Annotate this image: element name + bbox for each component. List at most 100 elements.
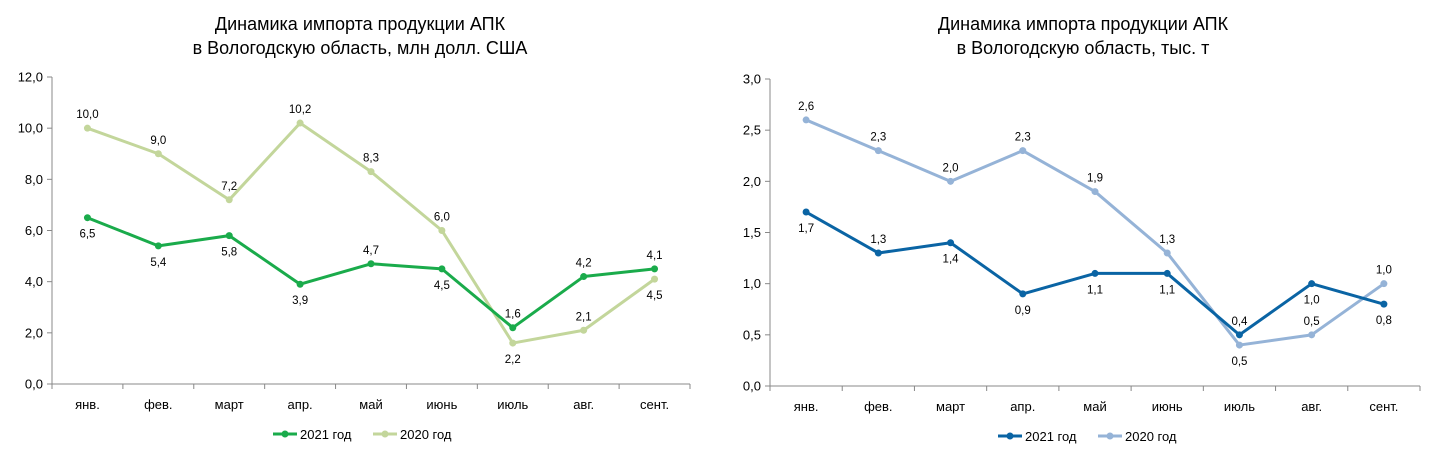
- data-point: [1235, 331, 1243, 339]
- legend-marker-2021: [1006, 432, 1014, 440]
- chart-usd-data-labels: 6,5 5,4 5,8 3,9 4,7 4,5 1,6 4,2 4,1 10,0 9,0 7,2 10,…: [76, 104, 662, 366]
- chart-tonnes-legend: 2021 год 2020 год: [998, 429, 1177, 444]
- data-label: 0,9: [1015, 305, 1031, 317]
- x-tick-label: май: [1083, 399, 1106, 414]
- data-label: 2,3: [1015, 132, 1031, 144]
- x-tick-label: авг.: [1301, 399, 1322, 414]
- chart-usd-title-line1: Динамика импорта продукции АПК: [215, 14, 506, 34]
- chart-usd-y-ticks: 0,0 2,0 4,0 6,0 8,0 10,0 12,0: [18, 70, 52, 392]
- data-label: 10,2: [289, 104, 311, 116]
- data-point: [438, 227, 446, 234]
- data-point: [509, 339, 517, 347]
- x-tick-label: июль: [1224, 399, 1255, 414]
- chart-tonnes-legend-item-2020: 2020 год: [1098, 429, 1177, 444]
- chart-tonnes-data-labels: 1,7 1,3 1,4 0,9 1,1 1,1 0,4 1,0 0,8 2,6 2,3 2,0 2,3 1…: [798, 101, 1392, 368]
- data-label: 1,3: [1159, 234, 1175, 246]
- data-point: [874, 147, 882, 155]
- data-point: [225, 196, 233, 204]
- chart-usd-x-ticks: янв. фев. март апр. май июнь июль авг. сент.: [51, 384, 691, 412]
- chart-usd-legend-item-2020: 2020 год: [373, 427, 452, 442]
- x-tick-label: сент.: [1369, 399, 1398, 414]
- data-label: 2,1: [576, 311, 592, 323]
- chart-usd-legend-item-2021: 2021 год: [273, 427, 352, 442]
- data-point: [1380, 280, 1388, 288]
- data-label: 2,6: [798, 101, 814, 113]
- y-tick-label: 2,0: [743, 174, 761, 189]
- x-tick-label: апр.: [1010, 399, 1035, 414]
- data-point: [802, 116, 810, 124]
- chart-tonnes-title-line2: в Вологодскую область, тыс. т: [957, 38, 1210, 58]
- data-label: 3,9: [292, 295, 308, 307]
- data-point: [802, 208, 810, 216]
- data-point: [1163, 249, 1171, 257]
- data-point: [947, 177, 955, 185]
- x-tick-label: фев.: [864, 399, 892, 414]
- data-point: [580, 326, 588, 334]
- data-label: 7,2: [221, 181, 237, 193]
- x-tick-label: июль: [497, 397, 528, 412]
- legend-label-2021: 2021 год: [1025, 429, 1077, 444]
- y-tick-label: 2,5: [743, 123, 761, 138]
- data-label: 0,5: [1304, 316, 1320, 328]
- data-point: [1308, 280, 1316, 288]
- y-tick-label: 3,0: [743, 72, 761, 87]
- data-label: 9,0: [150, 135, 166, 147]
- data-label: 1,0: [1304, 295, 1320, 307]
- x-tick-label: янв.: [75, 397, 100, 412]
- data-label: 10,0: [76, 109, 98, 121]
- data-label: 0,4: [1231, 316, 1248, 328]
- y-tick-label: 8,0: [25, 172, 43, 187]
- data-label: 8,3: [363, 153, 379, 165]
- data-label: 1,0: [1376, 265, 1392, 277]
- data-point: [1019, 147, 1027, 155]
- data-point: [874, 249, 882, 257]
- chart-tonnes-series: [802, 116, 1388, 349]
- data-point: [154, 242, 162, 250]
- series-line-2021-год: [86, 216, 655, 330]
- x-tick-label: апр.: [288, 397, 313, 412]
- data-point: [296, 119, 304, 127]
- data-point: [509, 324, 517, 332]
- data-label: 2,3: [870, 132, 886, 144]
- chart-usd-legend: 2021 год 2020 год: [273, 427, 452, 442]
- data-label: 0,8: [1376, 315, 1392, 327]
- legend-label-2020: 2020 год: [400, 427, 452, 442]
- data-label: 1,1: [1087, 284, 1103, 296]
- data-label: 0,5: [1231, 356, 1247, 368]
- data-label: 4,1: [647, 250, 663, 262]
- data-point: [1235, 341, 1243, 349]
- legend-marker-2021: [281, 430, 289, 438]
- series-line-2020-год: [805, 118, 1385, 347]
- data-label: 1,3: [870, 234, 886, 246]
- data-point: [651, 265, 659, 273]
- x-tick-label: март: [215, 397, 244, 412]
- data-point: [947, 239, 955, 247]
- data-point: [225, 232, 233, 240]
- data-label: 1,9: [1087, 173, 1103, 185]
- x-tick-label: июнь: [1152, 399, 1183, 414]
- y-tick-label: 1,0: [743, 276, 761, 291]
- chart-tonnes-y-ticks: 0,0 0,5 1,0 1,5 2,0 2,5 3,0: [743, 72, 770, 394]
- legend-label-2021: 2021 год: [300, 427, 352, 442]
- chart-usd: Динамика импорта продукции АПК в Вологод…: [18, 14, 691, 442]
- chart-tonnes: Динамика импорта продукции АПК в Вологод…: [743, 14, 1421, 444]
- legend-label-2020: 2020 год: [1125, 429, 1177, 444]
- x-tick-label: авг.: [573, 397, 594, 412]
- data-point: [367, 168, 375, 176]
- data-point: [438, 265, 446, 273]
- y-tick-label: 12,0: [18, 70, 43, 85]
- data-label: 1,7: [798, 223, 814, 235]
- data-point: [651, 275, 659, 283]
- chart-tonnes-x-ticks: янв. фев. март апр. май июнь июль авг. сент.: [769, 386, 1421, 414]
- chart-usd-title-line2: в Вологодскую область, млн долл. США: [193, 38, 528, 58]
- data-label: 6,5: [79, 229, 95, 241]
- data-label: 4,5: [434, 280, 450, 292]
- data-label: 2,2: [505, 354, 521, 366]
- chart-tonnes-title-line1: Динамика импорта продукции АПК: [938, 14, 1229, 34]
- data-label: 1,4: [943, 254, 960, 266]
- data-point: [296, 280, 304, 288]
- x-tick-label: сент.: [640, 397, 669, 412]
- chart-usd-series: [83, 119, 659, 347]
- y-tick-label: 0,5: [743, 327, 761, 342]
